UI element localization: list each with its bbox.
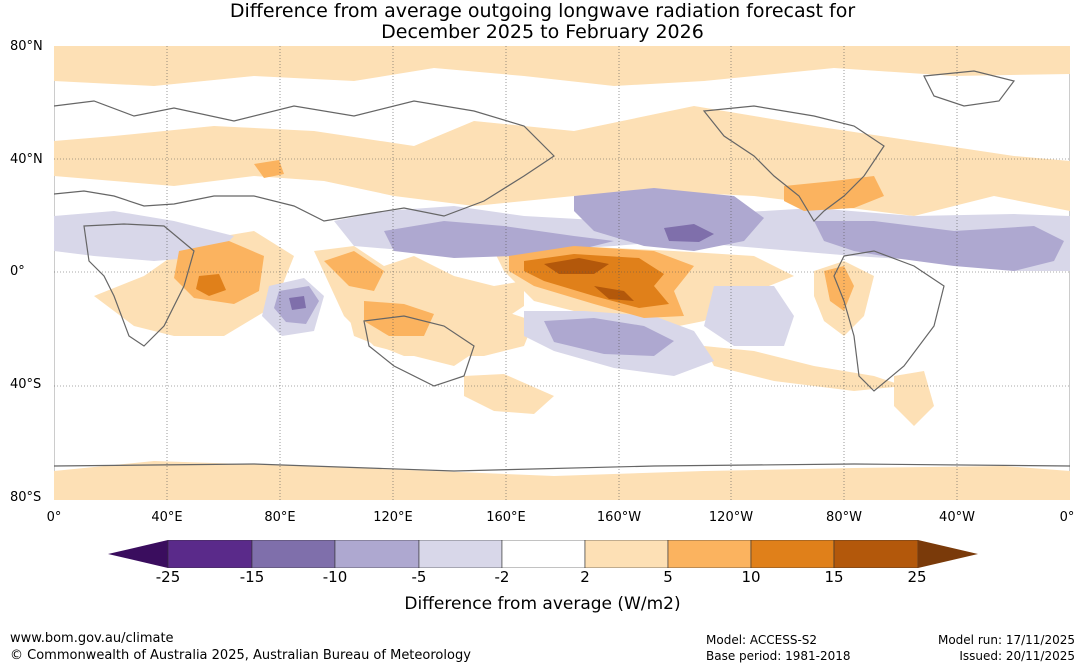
model-name: Model: ACCESS-S2 xyxy=(706,633,818,647)
colorbar xyxy=(108,540,978,568)
colorbar-tick: -15 xyxy=(239,568,265,586)
colorbar-label: Difference from average (W/m2) xyxy=(404,594,681,614)
lat-label-0: 0° xyxy=(10,264,25,279)
colorbar-tick: 5 xyxy=(663,568,673,586)
colorbar-right-arrow xyxy=(918,540,978,568)
lon-label-120w: 120°W xyxy=(708,510,754,525)
colorbar-tick: -25 xyxy=(155,568,181,586)
colorbar-segment xyxy=(833,540,919,568)
coastlines xyxy=(54,70,1070,472)
colorbar-tick: 15 xyxy=(824,568,844,586)
anomaly-band-minus10-to-minus15 xyxy=(289,224,714,310)
model-run-date: Model run: 17/11/2025 xyxy=(937,633,1075,647)
colorbar-tick: 25 xyxy=(907,568,927,586)
colorbar-tick: -2 xyxy=(494,568,510,586)
colorbar-segment xyxy=(584,540,669,568)
colorbar-tick: -10 xyxy=(322,568,348,586)
colorbar-tick: 10 xyxy=(741,568,761,586)
lon-label-0: 0° xyxy=(46,510,62,525)
lon-label-40w: 40°W xyxy=(939,510,975,525)
lon-label-160w: 160°W xyxy=(596,510,642,525)
anomaly-band-15-to-25 xyxy=(544,258,634,301)
lon-label-160e: 160°E xyxy=(486,510,526,525)
lon-label-40e: 40°E xyxy=(151,510,183,525)
issued-date: Issued: 20/11/2025 xyxy=(959,649,1075,663)
anomaly-band-minus5-to-minus10 xyxy=(274,188,1064,356)
map-title-line2: December 2025 to February 2026 xyxy=(381,21,704,43)
lat-label-40s: 40°S xyxy=(10,377,42,392)
colorbar-segment xyxy=(667,540,752,568)
lon-label-0-east: 0° xyxy=(1059,510,1075,525)
lat-label-80n: 80°N xyxy=(10,39,43,54)
lat-label-80s: 80°S xyxy=(10,490,42,505)
colorbar-segment xyxy=(334,540,420,568)
colorbar-segment xyxy=(251,540,336,568)
lon-label-120e: 120°E xyxy=(373,510,413,525)
lon-label-80e: 80°E xyxy=(264,510,296,525)
colorbar-tick: -5 xyxy=(411,568,427,586)
map-title-line1: Difference from average outgoing longwav… xyxy=(229,0,856,22)
base-period: Base period: 1981-2018 xyxy=(706,649,851,663)
website-link[interactable]: www.bom.gov.au/climate xyxy=(10,631,174,646)
colorbar-tick: 2 xyxy=(580,568,590,586)
graticule xyxy=(54,46,1070,500)
colorbar-segment xyxy=(418,540,503,568)
lon-label-80w: 80°W xyxy=(826,510,862,525)
colorbar-segment xyxy=(167,540,253,568)
lat-label-40n: 40°N xyxy=(10,152,43,167)
colorbar-segment xyxy=(750,540,835,568)
copyright-text: © Commonwealth of Australia 2025, Austra… xyxy=(10,648,471,663)
olr-anomaly-map xyxy=(54,46,1070,500)
colorbar-segment xyxy=(501,540,586,568)
colorbar-left-arrow xyxy=(108,540,168,568)
